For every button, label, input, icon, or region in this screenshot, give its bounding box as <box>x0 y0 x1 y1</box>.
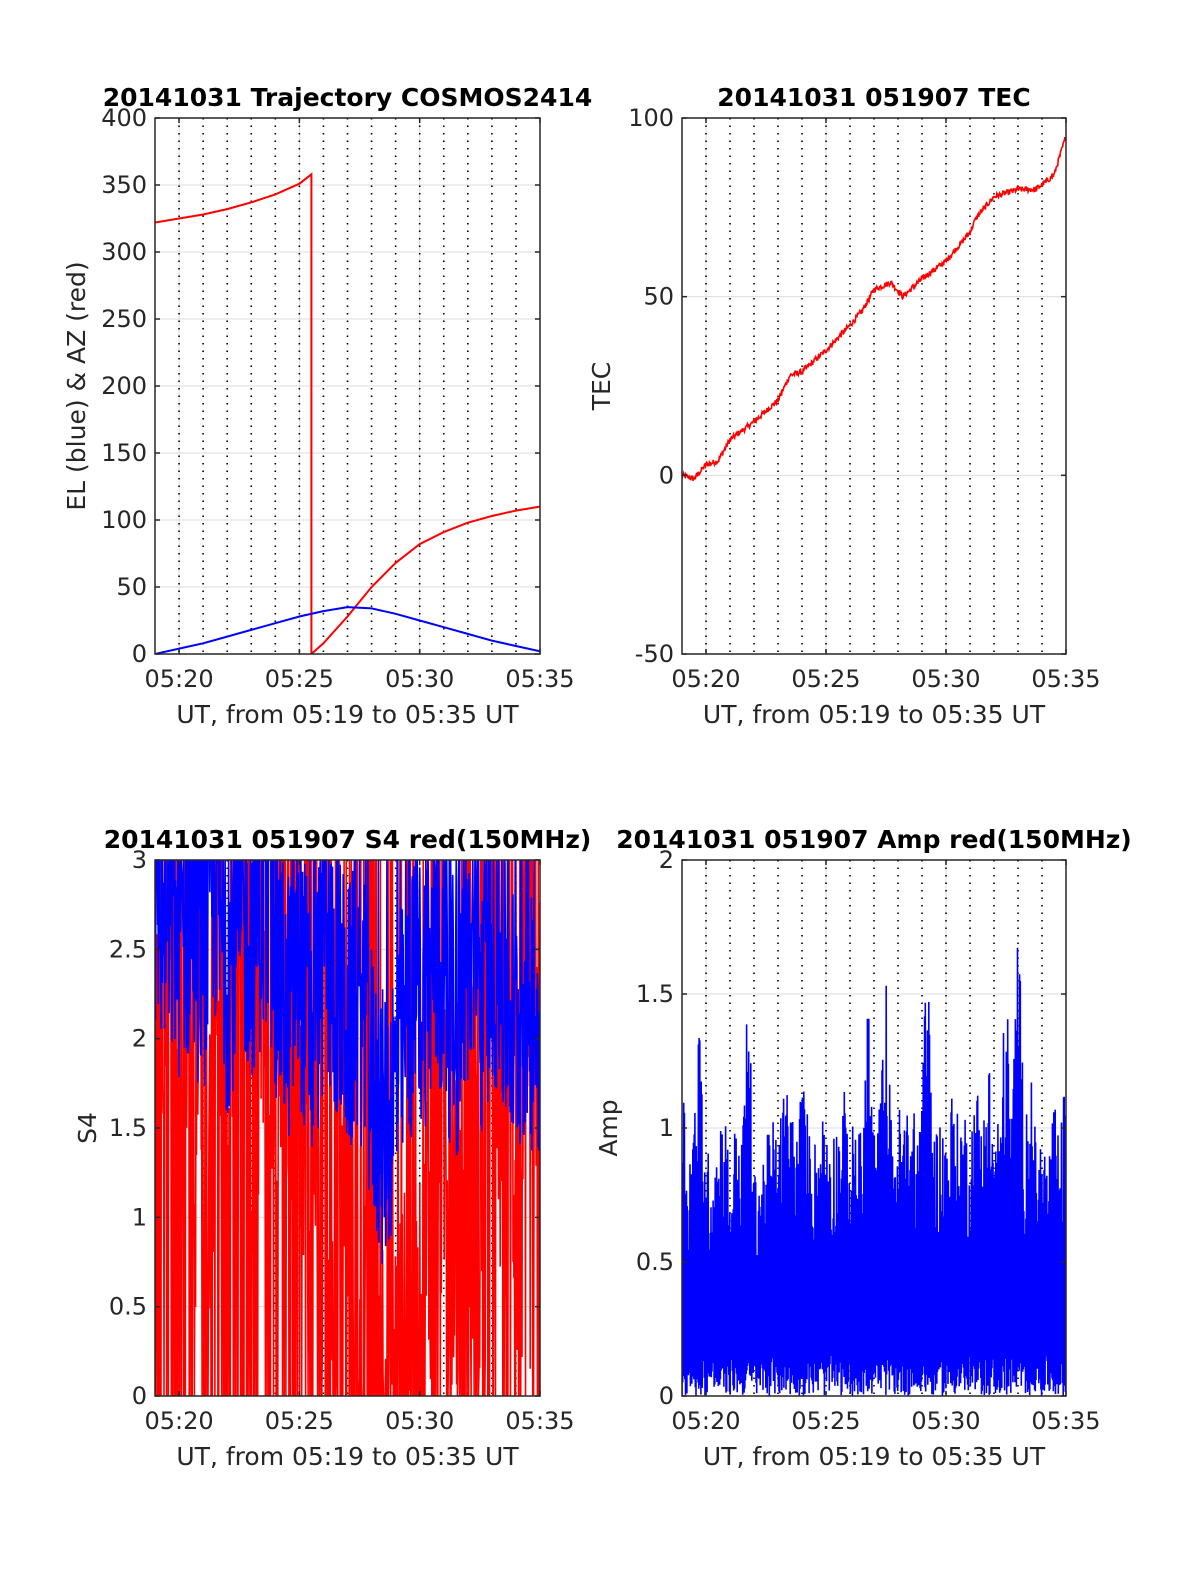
panel-trajectory: 05:20 05:25 05:30 05:35 0 50 100 150 200 250 300 35… <box>62 83 592 729</box>
panel-s4: 05:20 05:25 05:30 05:35 0 0.5 1 1.5 2 2.5 32014103… <box>73 825 592 1471</box>
x-tick-label: 05:25 <box>265 1407 334 1435</box>
y-tick-label: 100 <box>101 506 147 534</box>
data-area <box>155 860 540 1396</box>
x-axis-label: UT, from 05:19 to 05:35 UT <box>703 700 1046 729</box>
y-tick-label: 400 <box>101 104 147 132</box>
y-tick-label: 300 <box>101 238 147 266</box>
chart-title: 20141031 Trajectory COSMOS2414 <box>103 83 593 112</box>
series-line <box>155 860 540 1396</box>
x-tick-label: 05:25 <box>791 1407 860 1435</box>
x-tick-label: 05:35 <box>505 1407 574 1435</box>
x-axis-label: UT, from 05:19 to 05:35 UT <box>176 1442 519 1471</box>
data-area <box>682 137 1066 482</box>
y-tick-label: 0.5 <box>636 1248 674 1276</box>
y-tick-label: 100 <box>628 104 674 132</box>
x-tick-label: 05:20 <box>144 1407 213 1435</box>
y-tick-label: 1 <box>132 1203 147 1231</box>
panel-tec: 05:20 05:25 05:30 05:35 -50 0 50 100 20141031 05… <box>587 83 1101 729</box>
series-line <box>682 947 1066 1396</box>
y-tick-label: 1.5 <box>109 1114 147 1142</box>
y-axis-label: EL (blue) & AZ (red) <box>62 261 91 510</box>
x-tick-label: 05:30 <box>911 665 980 693</box>
series-line <box>155 172 540 654</box>
x-tick-label: 05:30 <box>385 1407 454 1435</box>
x-tick-label: 05:35 <box>505 665 574 693</box>
y-tick-label: 1 <box>659 1114 674 1142</box>
x-tick-label: 05:20 <box>671 1407 740 1435</box>
y-tick-label: 2 <box>659 846 674 874</box>
y-tick-label: 50 <box>643 283 674 311</box>
chart-title: 20141031 051907 Amp red(150MHz) <box>616 825 1132 854</box>
x-tick-label: 05:35 <box>1031 1407 1100 1435</box>
series-line <box>155 606 540 654</box>
y-tick-label: 1.5 <box>636 980 674 1008</box>
series-line <box>682 137 1066 482</box>
x-axis-label: UT, from 05:19 to 05:35 UT <box>703 1442 1046 1471</box>
x-tick-label: 05:25 <box>791 665 860 693</box>
x-tick-label: 05:30 <box>385 665 454 693</box>
y-tick-label: 350 <box>101 171 147 199</box>
series-line <box>155 860 540 1264</box>
y-tick-label: 0 <box>132 1382 147 1410</box>
x-tick-label: 05:25 <box>265 665 334 693</box>
y-tick-label: 0.5 <box>109 1293 147 1321</box>
axes-box <box>681 117 1067 655</box>
x-tick-label: 05:20 <box>144 665 213 693</box>
y-tick-label: 0 <box>659 461 674 489</box>
y-axis-label: TEC <box>587 362 616 412</box>
y-tick-label: 3 <box>132 846 147 874</box>
y-tick-label: 50 <box>116 573 147 601</box>
y-tick-label: 0 <box>659 1382 674 1410</box>
x-axis-label: UT, from 05:19 to 05:35 UT <box>176 700 519 729</box>
y-tick-label: 150 <box>101 439 147 467</box>
chart-title: 20141031 051907 S4 red(150MHz) <box>104 825 592 854</box>
y-tick-label: 250 <box>101 305 147 333</box>
x-tick-label: 05:20 <box>671 665 740 693</box>
y-tick-label: 2 <box>132 1025 147 1053</box>
y-tick-label: 200 <box>101 372 147 400</box>
data-area <box>682 947 1066 1396</box>
y-axis-label: Amp <box>594 1099 623 1156</box>
y-tick-label: 2.5 <box>109 935 147 963</box>
y-tick-label: -50 <box>635 640 674 668</box>
data-area <box>155 172 540 654</box>
y-tick-label: 0 <box>132 640 147 668</box>
x-tick-label: 05:30 <box>911 1407 980 1435</box>
x-tick-label: 05:35 <box>1031 665 1100 693</box>
y-axis-label: S4 <box>73 1112 102 1144</box>
chart-title: 20141031 051907 TEC <box>717 83 1030 112</box>
